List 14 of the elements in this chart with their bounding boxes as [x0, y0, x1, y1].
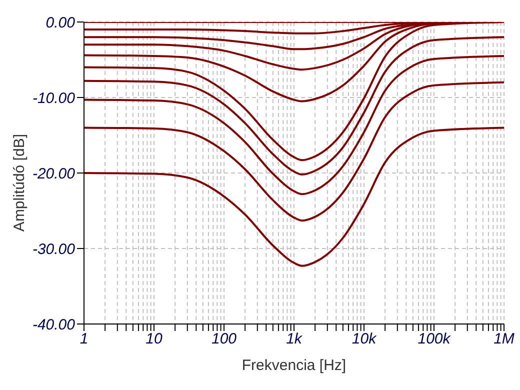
- y-tick-label: 0.00: [46, 14, 76, 32]
- y-axis-title: Amplitúdó [dB]: [11, 134, 29, 232]
- y-tick-label: -20.00: [32, 165, 76, 182]
- y-tick-label: -40.00: [32, 316, 76, 334]
- x-tick-label: 10: [146, 330, 163, 348]
- x-tick-label: 1: [80, 330, 88, 348]
- y-tick-label: -10.00: [32, 90, 76, 107]
- x-tick-label: 1k: [286, 330, 304, 348]
- x-axis-title: Frekvencia [Hz]: [242, 357, 346, 374]
- x-tick-label: 100: [211, 330, 238, 348]
- y-tick-label: -30.00: [32, 240, 76, 258]
- x-tick-label: 100k: [418, 330, 452, 348]
- x-tick-label: 10k: [352, 330, 378, 348]
- x-tick-label: 1M: [494, 330, 515, 348]
